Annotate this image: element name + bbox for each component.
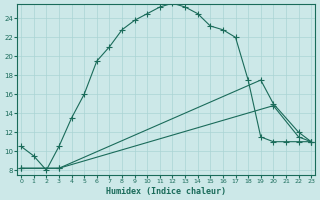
X-axis label: Humidex (Indice chaleur): Humidex (Indice chaleur) <box>106 187 226 196</box>
